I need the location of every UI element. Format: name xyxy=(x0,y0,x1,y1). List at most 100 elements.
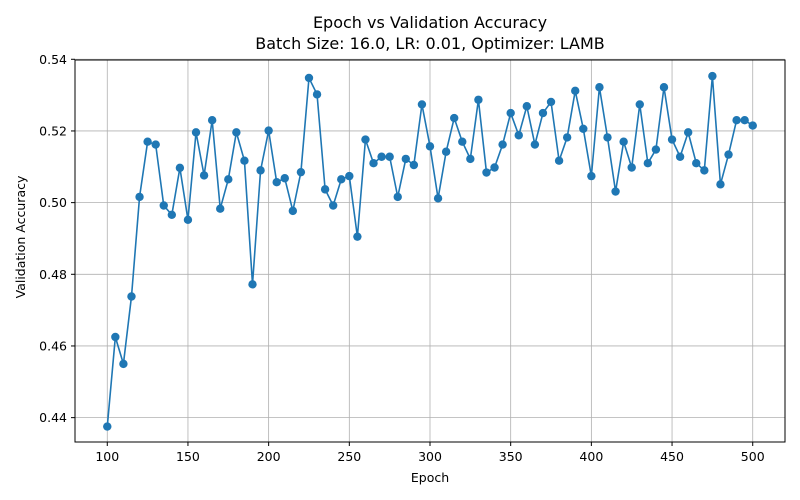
data-point xyxy=(385,152,394,161)
data-point xyxy=(433,194,443,203)
data-point xyxy=(667,135,677,144)
data-point xyxy=(183,215,193,225)
data-point xyxy=(659,83,669,92)
x-tick-label: 250 xyxy=(337,449,361,464)
y-tick-label: 0.52 xyxy=(39,123,67,138)
data-point xyxy=(111,332,120,342)
data-point xyxy=(546,97,556,107)
data-point xyxy=(700,166,709,175)
x-tick-label: 100 xyxy=(95,449,119,464)
data-point xyxy=(587,171,596,181)
data-point xyxy=(683,128,693,137)
data-point xyxy=(232,128,241,137)
data-point xyxy=(627,163,636,172)
data-point xyxy=(458,137,467,146)
data-point xyxy=(732,116,741,125)
data-point xyxy=(708,71,717,81)
data-point xyxy=(175,163,185,173)
data-point xyxy=(466,154,475,164)
x-tick-label: 350 xyxy=(499,449,523,464)
y-tick-label: 0.46 xyxy=(39,338,67,353)
data-point xyxy=(675,152,685,161)
data-point xyxy=(167,210,177,220)
data-point xyxy=(143,137,152,146)
data-point xyxy=(207,116,217,125)
data-point xyxy=(256,166,265,175)
data-point xyxy=(127,292,136,301)
plot-frame xyxy=(74,59,786,443)
data-point xyxy=(369,159,378,168)
data-point xyxy=(635,100,644,109)
data-point xyxy=(353,232,362,241)
data-point xyxy=(191,128,201,137)
data-point xyxy=(264,126,273,135)
data-point xyxy=(562,133,572,142)
data-point xyxy=(199,171,209,180)
y-axis-label: Validation Accuracy xyxy=(13,175,28,298)
data-point xyxy=(603,133,612,142)
data-point xyxy=(474,95,483,104)
axis-ticks: 100 150 200 250 300 350 400 450 500 0.44 0.46 0.48 0… xyxy=(39,52,765,464)
data-point xyxy=(538,108,548,118)
y-tick-label: 0.50 xyxy=(39,195,67,210)
data-point xyxy=(248,280,257,289)
data-point xyxy=(393,192,402,202)
data-point xyxy=(619,137,628,146)
x-tick-label: 200 xyxy=(257,449,281,464)
data-point xyxy=(514,131,523,140)
data-point xyxy=(103,422,112,431)
data-point xyxy=(692,159,701,168)
data-point xyxy=(304,73,314,83)
data-point xyxy=(328,201,338,210)
data-point xyxy=(490,163,499,172)
data-point xyxy=(361,135,370,144)
data-point xyxy=(296,167,306,177)
data-point xyxy=(450,113,459,123)
x-tick-label: 500 xyxy=(741,449,765,464)
data-point xyxy=(224,175,233,184)
data-point xyxy=(151,140,160,149)
data-point xyxy=(506,108,515,118)
chart-subtitle: Batch Size: 16.0, LR: 0.01, Optimizer: L… xyxy=(255,34,605,53)
data-point xyxy=(554,156,564,165)
data-point xyxy=(522,102,532,111)
data-point xyxy=(441,147,451,156)
data-point xyxy=(651,145,661,154)
x-tick-label: 450 xyxy=(660,449,684,464)
data-point xyxy=(272,177,281,187)
data-point xyxy=(417,100,427,109)
y-tick-label: 0.44 xyxy=(39,410,67,425)
data-series xyxy=(103,71,757,431)
x-tick-label: 300 xyxy=(418,449,442,464)
data-point xyxy=(337,175,346,184)
data-point xyxy=(740,116,749,125)
data-point xyxy=(498,140,507,149)
data-point xyxy=(401,154,410,164)
x-tick-label: 400 xyxy=(579,449,603,464)
x-tick-label: 150 xyxy=(176,449,200,464)
data-point xyxy=(377,152,386,161)
x-axis-label: Epoch xyxy=(411,470,449,485)
data-point xyxy=(135,192,144,202)
data-point xyxy=(119,359,128,369)
data-point xyxy=(611,187,620,196)
data-point xyxy=(425,142,435,151)
data-point xyxy=(748,121,757,130)
data-point xyxy=(643,159,653,168)
grid xyxy=(75,58,785,442)
data-point xyxy=(595,83,604,92)
data-point xyxy=(312,90,322,99)
data-point xyxy=(482,168,491,177)
data-point xyxy=(216,204,225,213)
data-point xyxy=(288,206,298,216)
data-point xyxy=(530,140,540,149)
chart-title: Epoch vs Validation Accuracy xyxy=(313,13,547,32)
y-tick-label: 0.48 xyxy=(39,267,67,282)
data-point xyxy=(159,201,168,210)
data-point xyxy=(345,171,354,181)
data-point xyxy=(579,124,588,134)
data-point xyxy=(571,86,580,96)
y-tick-label: 0.54 xyxy=(39,52,67,67)
